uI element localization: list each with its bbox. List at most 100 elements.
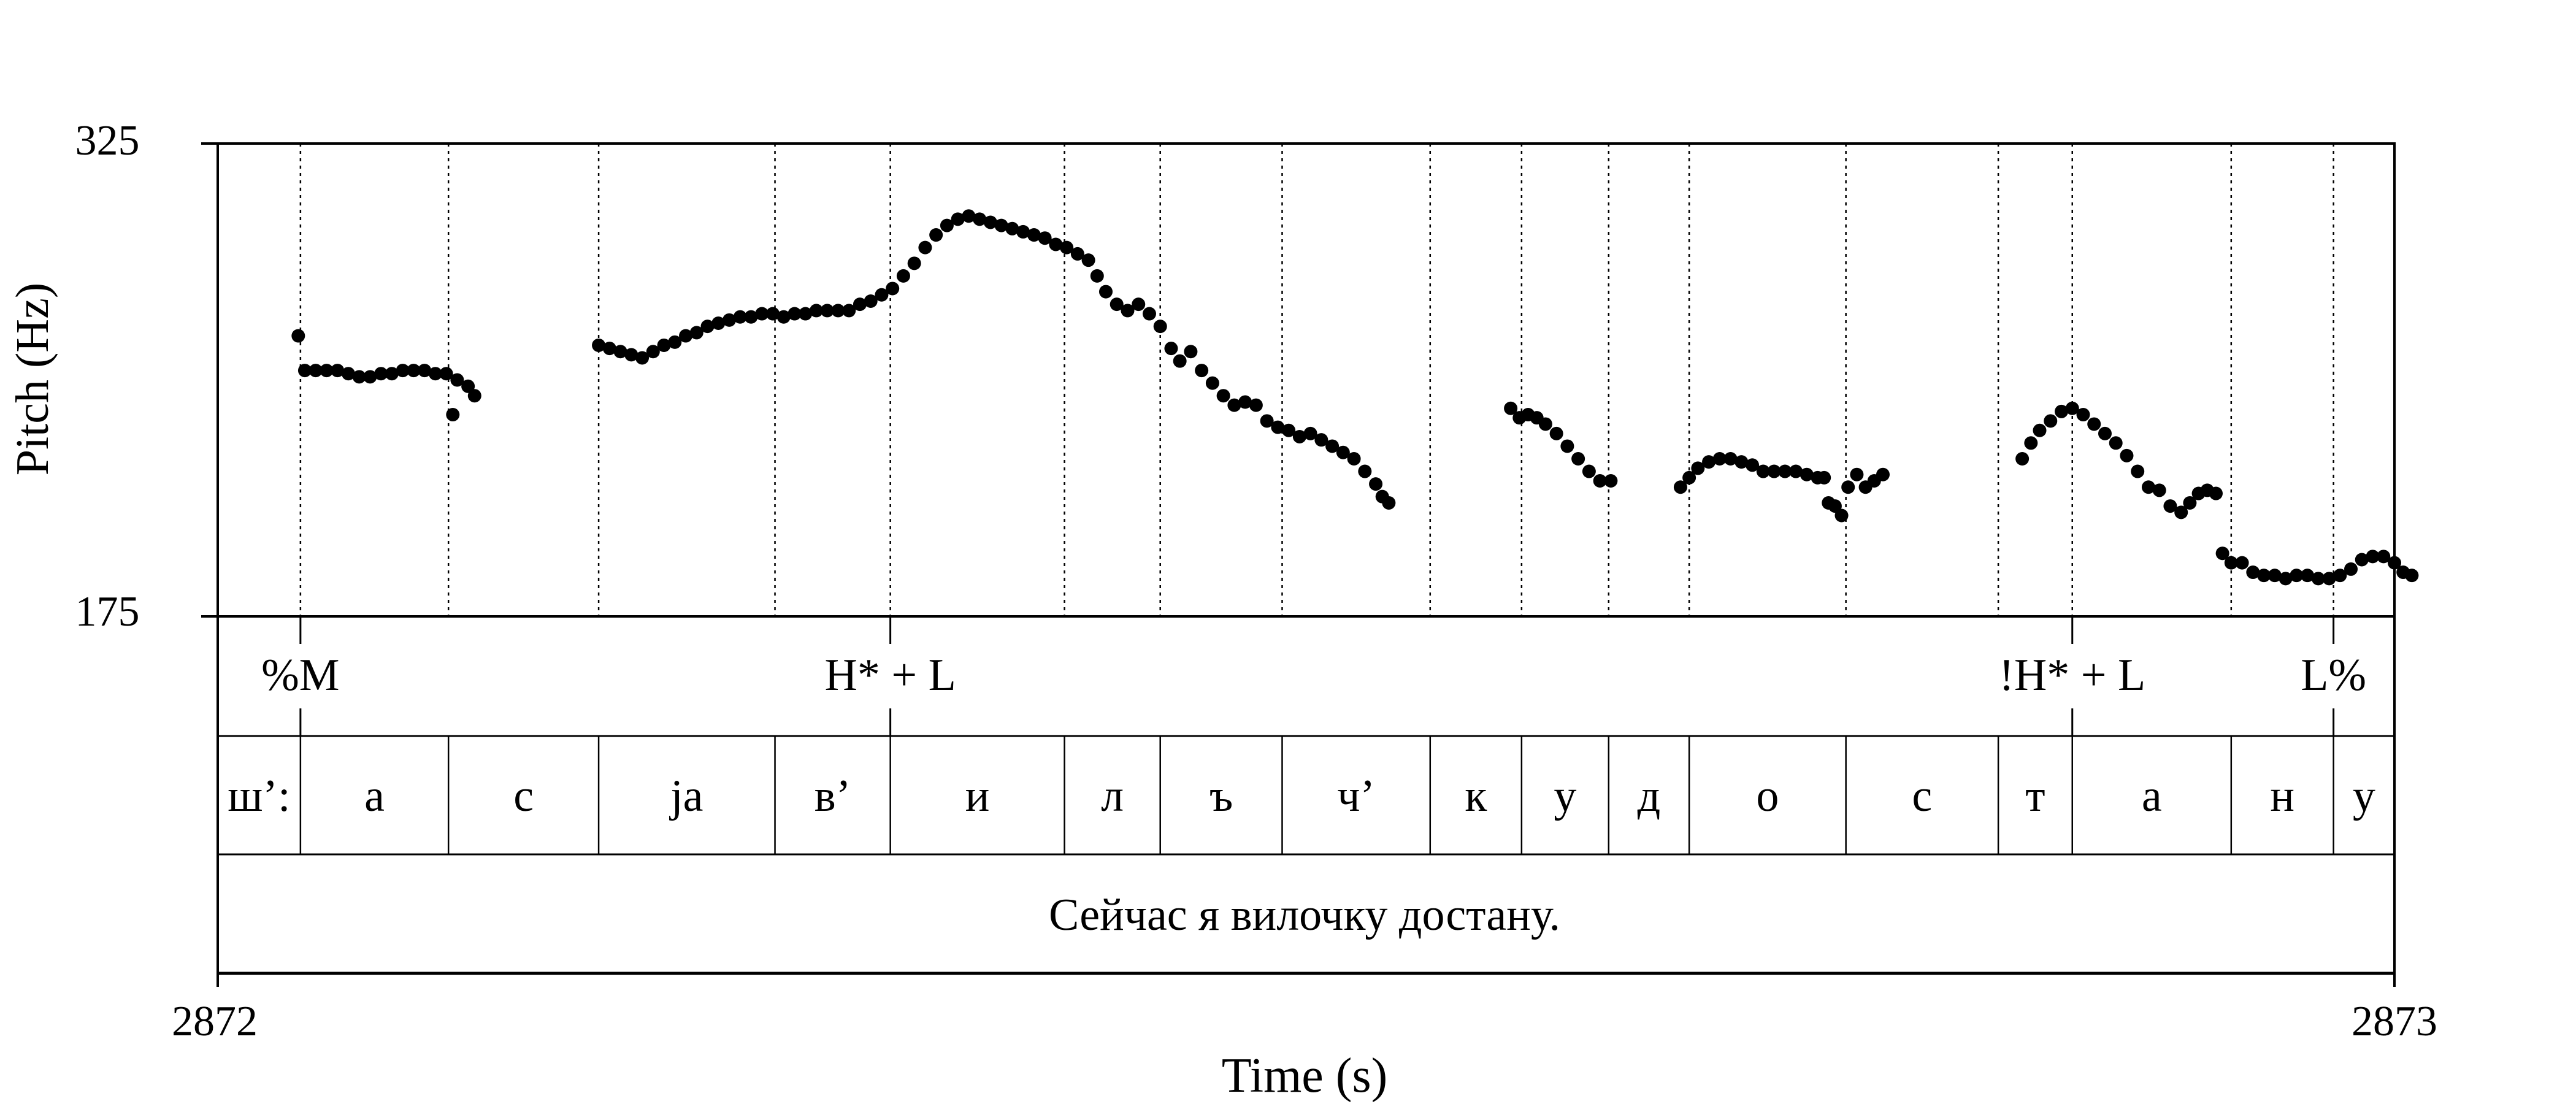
pitch-point: [820, 304, 834, 318]
pitch-point: [396, 364, 410, 378]
pitch-point: [1195, 364, 1209, 378]
segment-label: и: [965, 771, 990, 821]
pitch-point: [2311, 572, 2325, 586]
pitch-point: [613, 345, 627, 359]
pitch-point: [1735, 455, 1749, 469]
pitch-point: [2015, 452, 2030, 466]
pitch-point: [1121, 304, 1135, 318]
pitch-point: [1347, 452, 1361, 466]
pitch-point: [2141, 480, 2155, 494]
pitch-point: [1778, 464, 1792, 478]
pitch-point: [1227, 398, 1241, 412]
pitch-point: [765, 307, 780, 321]
pitch-point: [733, 310, 747, 324]
pitch-point: [1060, 240, 1074, 255]
pitch-point: [1682, 470, 1696, 485]
pitch-point: [896, 269, 910, 283]
pitch-point: [2087, 417, 2101, 431]
pitch-point: [1723, 452, 1738, 466]
y-tick-label-min: 175: [75, 588, 140, 635]
pitch-point: [1382, 496, 1396, 510]
pitch-point: [320, 364, 334, 378]
segment-label: jа: [669, 771, 703, 821]
pitch-point: [461, 379, 475, 393]
pitch-point: [1070, 247, 1084, 261]
tone-tier: %M H* + L !H* + L L%: [261, 616, 2366, 736]
pitch-point: [646, 345, 660, 359]
pitch-point: [1292, 430, 1306, 444]
pitch-point: [602, 342, 616, 356]
pitch-point: [1164, 342, 1178, 356]
pitch-point: [1817, 470, 1831, 485]
pitch-point: [2224, 556, 2238, 570]
pitch-point: [700, 320, 715, 334]
pitch-point: [2290, 569, 2304, 583]
pitch-point: [450, 373, 464, 387]
pitch-point: [875, 288, 889, 302]
x-tick-label-start: 2872: [172, 998, 258, 1045]
pitch-point: [1005, 221, 1019, 236]
pitch-point: [2024, 436, 2038, 450]
pitch-point: [2301, 569, 2315, 583]
pitch-points: [291, 209, 2419, 586]
segment-label: ш’:: [228, 771, 290, 821]
pitch-point: [1184, 345, 1198, 359]
pitch-point: [2388, 556, 2401, 570]
pitch-point: [1841, 480, 1855, 494]
pitch-point: [1325, 439, 1340, 453]
pitch-point: [1358, 464, 1372, 478]
pitch-point: [1038, 231, 1052, 245]
pitch-point: [1800, 467, 1814, 481]
pitch-point: [788, 307, 802, 321]
pitch-point: [624, 348, 638, 362]
boundary-lines: [299, 144, 2334, 616]
x-axis-title: Time (s): [1222, 1049, 1387, 1103]
pitch-point: [1702, 455, 1716, 469]
pitch-point: [711, 316, 726, 330]
pitch-point: [2183, 496, 2197, 510]
pitch-point: [1205, 376, 1219, 390]
pitch-point: [983, 215, 997, 229]
pitch-point: [385, 367, 399, 381]
segment-tier: ш’: а с jа в’ и л ъ ч’ к у д о с т а н у: [228, 736, 2375, 854]
segment-label: с: [513, 771, 534, 821]
pitch-point: [831, 304, 845, 318]
pitch-point: [1132, 297, 1146, 312]
pitch-point: [1582, 464, 1596, 478]
pitch-point: [341, 367, 355, 381]
pitch-point: [2209, 486, 2223, 500]
pitch-point: [2065, 401, 2079, 415]
pitch-point: [592, 338, 606, 352]
pitch-point: [809, 304, 823, 318]
pitch-point: [1260, 414, 1274, 428]
pitch-point: [2152, 483, 2166, 497]
segment-label: у: [1554, 771, 1576, 821]
pitch-point: [2344, 562, 2358, 576]
pitch-point: [2163, 499, 2177, 513]
pitch-point: [2174, 505, 2188, 519]
pitch-point: [1238, 395, 1252, 409]
pitch-point: [2377, 550, 2391, 564]
pitch-point: [2322, 572, 2336, 586]
pitch-point: [1027, 228, 1041, 242]
segment-label: а: [2142, 771, 2162, 821]
pitch-point: [723, 313, 737, 327]
segment-label: н: [2270, 771, 2294, 821]
pitch-point: [2033, 423, 2047, 437]
segment-label: у: [2353, 771, 2375, 821]
tone-label: !H* + L: [1999, 650, 2145, 700]
pitch-point: [2405, 569, 2419, 583]
pitch-point: [635, 351, 650, 365]
pitch-point: [2246, 565, 2260, 580]
pitch-point: [2355, 553, 2369, 567]
pitch-point: [1712, 452, 1727, 466]
sentence-text: Сейчас я вилочку достану.: [1049, 890, 1560, 940]
pitch-point: [439, 367, 453, 381]
pitch-point: [1142, 307, 1156, 321]
pitch-point: [2044, 414, 2058, 428]
pitch-point: [951, 212, 965, 226]
pitch-point: [291, 329, 305, 343]
axis-ticks: [201, 142, 2396, 987]
segment-label: к: [1465, 771, 1487, 821]
